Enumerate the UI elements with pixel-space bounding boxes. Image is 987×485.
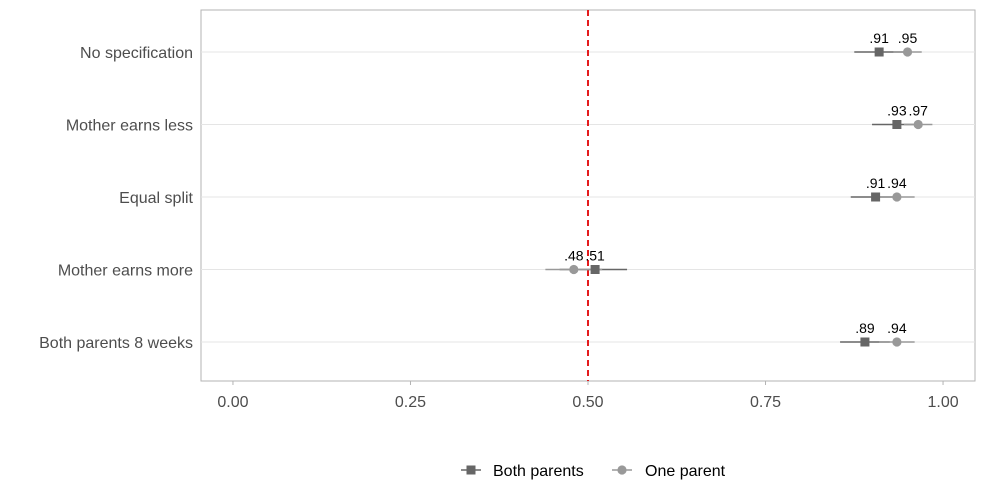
data-point-square	[892, 120, 902, 129]
x-tick-label: 0.00	[217, 394, 248, 411]
data-label: .51	[585, 248, 605, 264]
data-point-square	[874, 47, 884, 57]
data-point-circle	[892, 337, 902, 347]
data-label: .94	[887, 175, 907, 191]
data-label: .48	[564, 248, 584, 264]
category-label: Mother earns less	[66, 118, 193, 135]
category-label: Both parents 8 weeks	[39, 335, 193, 352]
data-point-circle	[913, 119, 923, 130]
data-point-circle	[892, 192, 902, 202]
data-label: .97	[908, 103, 928, 119]
data-point-square	[860, 337, 870, 347]
legend-key-square	[466, 465, 476, 475]
data-label: .94	[887, 320, 907, 336]
category-label: No specification	[80, 45, 193, 62]
data-point-circle	[902, 47, 913, 57]
data-point-circle	[569, 264, 579, 275]
category-label: Mother earns more	[58, 263, 193, 280]
data-point-square	[871, 192, 881, 202]
data-label: .93	[887, 103, 907, 119]
x-tick-label: 1.00	[927, 394, 958, 411]
legend-label: Both parents	[493, 463, 584, 480]
x-tick-label: 0.25	[395, 394, 426, 411]
data-label: .89	[855, 320, 875, 336]
data-label: .95	[898, 30, 918, 46]
x-tick-label: 0.50	[572, 394, 603, 411]
data-label: .91	[869, 30, 889, 46]
data-point-square	[590, 265, 600, 274]
x-tick-label: 0.75	[750, 394, 781, 411]
legend-label: One parent	[645, 463, 726, 480]
legend-key-circle	[617, 465, 627, 475]
data-label: .91	[866, 175, 886, 191]
category-label: Equal split	[119, 190, 193, 207]
